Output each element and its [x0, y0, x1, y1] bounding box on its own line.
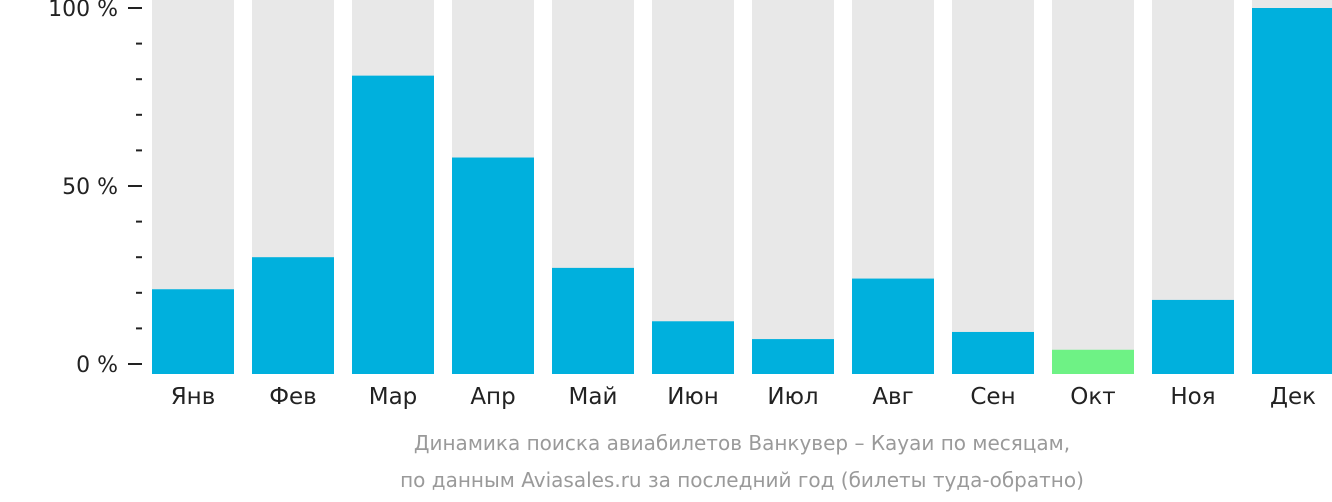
x-tick-label: Июл: [767, 384, 818, 410]
bar: [152, 289, 234, 374]
bars: [152, 8, 1332, 374]
y-tick-label: 0 %: [76, 353, 118, 378]
bar-track: [952, 0, 1034, 374]
bar-track: [652, 0, 734, 374]
x-tick-label: Авг: [872, 384, 913, 410]
bar: [452, 157, 534, 374]
x-tick-label: Мар: [369, 384, 418, 410]
x-axis-labels: Янв Фев Мар Апр Май Июн Июл Авг Сен Окт Ноя Дек: [171, 384, 1316, 410]
bar: [652, 321, 734, 374]
bar-track: [1052, 0, 1134, 374]
x-tick-label: Июн: [667, 384, 719, 410]
bar: [352, 75, 434, 374]
bar: [1252, 8, 1332, 374]
x-tick-label: Янв: [171, 384, 216, 410]
x-tick-label: Фев: [269, 384, 317, 410]
bar: [1052, 349, 1134, 374]
caption-line-2: по данным Aviasales.ru за последний год …: [400, 468, 1084, 492]
x-tick-label: Окт: [1070, 384, 1115, 410]
caption-line-1: Динамика поиска авиабилетов Ванкувер – К…: [413, 431, 1071, 455]
bar: [752, 339, 834, 374]
x-tick-label: Апр: [470, 384, 515, 410]
bar: [852, 278, 934, 374]
y-axis: 0 % 50 % 100 %: [48, 0, 142, 378]
bar: [1152, 299, 1234, 374]
bar: [952, 331, 1034, 374]
x-tick-label: Ноя: [1170, 384, 1215, 410]
bar: [552, 267, 634, 374]
y-tick-label: 100 %: [48, 0, 118, 22]
bar-track: [752, 0, 834, 374]
x-tick-label: Май: [569, 384, 618, 410]
x-tick-label: Сен: [970, 384, 1015, 410]
y-tick-label: 50 %: [62, 175, 118, 200]
bar: [252, 257, 334, 374]
x-tick-label: Дек: [1270, 384, 1316, 410]
